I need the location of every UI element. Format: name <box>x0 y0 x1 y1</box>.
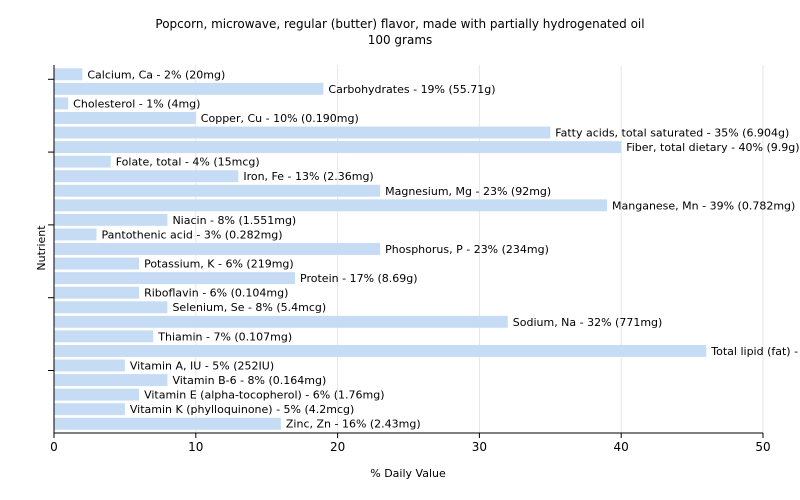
bar <box>54 243 381 255</box>
chart-title: Popcorn, microwave, regular (butter) fla… <box>155 17 645 31</box>
x-tick-label: 20 <box>330 440 345 454</box>
x-axis-title: % Daily Value <box>370 467 446 480</box>
y-axis-title: Nutrient <box>35 225 48 271</box>
bar-label: Vitamin B-6 - 8% (0.164mg) <box>172 374 326 387</box>
bar-label: Copper, Cu - 10% (0.190mg) <box>201 112 359 125</box>
bar-label: Niacin - 8% (1.551mg) <box>172 214 296 227</box>
bar <box>54 97 69 110</box>
bar-label: Zinc, Zn - 16% (2.43mg) <box>286 418 421 431</box>
bar-label: Selenium, Se - 8% (5.4mcg) <box>172 301 326 314</box>
bar-label: Magnesium, Mg - 23% (92mg) <box>385 185 551 198</box>
bar <box>54 170 239 183</box>
bar <box>54 213 168 226</box>
bar <box>54 257 140 270</box>
bar <box>54 126 551 139</box>
bar-label: Protein - 17% (8.69g) <box>300 272 418 285</box>
bar-label: Calcium, Ca - 2% (20mg) <box>87 68 225 81</box>
bar <box>54 403 125 416</box>
bar <box>54 272 296 285</box>
bar <box>54 315 508 328</box>
x-tick-label: 40 <box>614 440 629 454</box>
bar-label: Cholesterol - 1% (4mg) <box>73 97 200 110</box>
axes: 0 10 20 30 40 50 <box>48 65 771 454</box>
chart-title-block: Popcorn, microwave, regular (butter) fla… <box>0 16 800 48</box>
bar <box>54 141 622 154</box>
bar-label: Carbohydrates - 19% (55.71g) <box>328 83 495 96</box>
chart-subtitle: 100 grams <box>367 33 433 47</box>
bar <box>54 374 168 387</box>
bar <box>54 199 608 212</box>
bar <box>54 228 97 241</box>
bar-label: Vitamin A, IU - 5% (252IU) <box>130 359 274 372</box>
bar-label: Thiamin - 7% (0.107mg) <box>157 330 292 343</box>
bar <box>54 68 83 81</box>
bar <box>54 286 140 299</box>
x-tick-label: 10 <box>188 440 203 454</box>
bar-label: Vitamin E (alpha-tocopherol) - 6% (1.76m… <box>144 389 384 402</box>
bar <box>54 344 707 357</box>
bar-label: Fiber, total dietary - 40% (9.9g) <box>626 141 799 154</box>
bar <box>54 359 125 372</box>
bar <box>54 82 324 95</box>
bar-label: Iron, Fe - 13% (2.36mg) <box>243 170 373 183</box>
x-tick-label: 50 <box>755 440 770 454</box>
bar-label: Vitamin K (phylloquinone) - 5% (4.2mcg) <box>130 403 354 416</box>
bar <box>54 111 196 124</box>
bar <box>54 155 111 168</box>
bar-label: Fatty acids, total saturated - 35% (6.90… <box>555 127 789 140</box>
bar-label: Riboflavin - 6% (0.104mg) <box>144 287 288 300</box>
x-tick-label: 30 <box>472 440 487 454</box>
bar-label: Sodium, Na - 32% (771mg) <box>513 316 663 329</box>
x-tick-label: 0 <box>50 440 58 454</box>
bar-label: Pantothenic acid - 3% (0.282mg) <box>102 228 283 241</box>
bar-label: Manganese, Mn - 39% (0.782mg) <box>612 199 795 212</box>
bar-label: Phosphorus, P - 23% (234mg) <box>385 243 549 256</box>
bar-label: Folate, total - 4% (15mcg) <box>116 156 260 169</box>
bar <box>54 301 168 314</box>
bar <box>54 330 154 343</box>
bars: Calcium, Ca - 2% (20mg) Carbohydrates - 1… <box>54 68 800 431</box>
bar <box>54 417 281 430</box>
bar-label: Potassium, K - 6% (219mg) <box>144 258 294 271</box>
bar-label: Total lipid (fat) - 46% (29.97g) <box>710 345 800 358</box>
bar <box>54 388 140 401</box>
bar <box>54 184 381 197</box>
